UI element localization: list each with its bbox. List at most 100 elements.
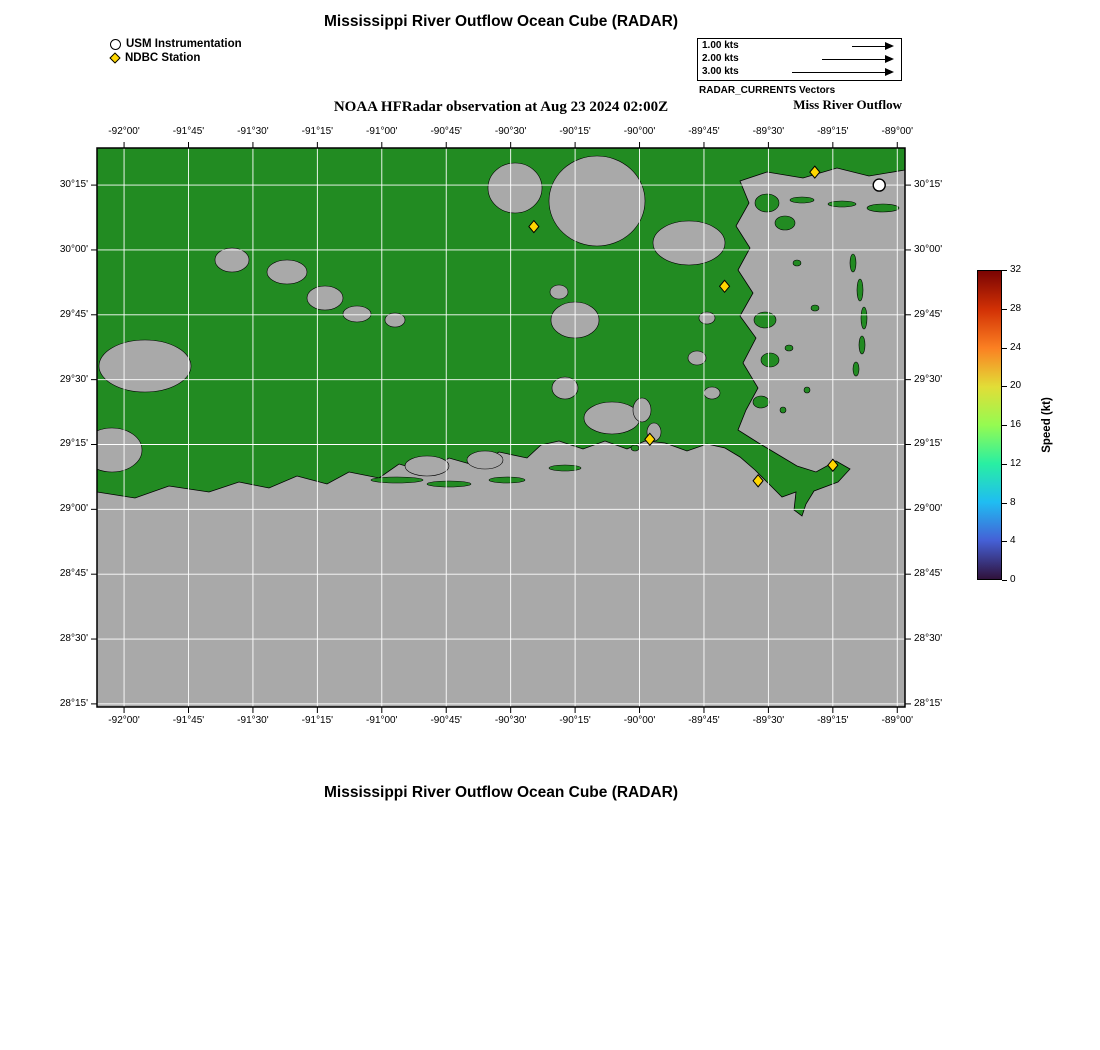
x-axis-tick-label-top: -92°00' [108,126,140,137]
island [426,480,472,488]
colorbar-tick [1002,270,1007,271]
island [792,259,802,267]
ndbc-station-marker [528,219,540,234]
island [849,253,857,273]
ndbc-station-marker [827,458,839,473]
island [810,304,820,312]
y-axis-tick-label-left: 28°30' [59,633,88,645]
island [858,335,866,355]
lake [583,401,641,435]
lake [466,450,504,470]
x-axis-tick-label-bottom: -89°30' [752,715,785,726]
x-axis-tick-label-bottom: -91°15' [301,715,334,726]
y-axis-tick-label-right: 29°15' [914,438,943,450]
ndbc-station-marker [718,279,731,294]
island [760,352,780,368]
vector-scale-row-2: 2.00 kts [698,53,901,66]
colorbar-tick [1002,386,1007,388]
x-axis-tick-label-top: -90°00' [623,126,656,137]
lake [652,220,726,266]
lake [548,155,646,247]
vector-scale-box: 1.00 kts 2.00 kts 3.00 kts [697,38,902,81]
y-axis-tick-label-right: 28°15' [914,697,943,709]
lake [266,259,308,285]
usm-circle-icon [110,38,121,50]
vector-scale-row-3: 3.00 kts [698,66,901,79]
y-axis-tick-label-right: 30°15' [914,179,943,191]
map [91,142,911,713]
lake [703,386,721,400]
x-axis-tick-label-top: -91°15' [301,126,334,137]
colorbar-tick-label: 0 [1010,574,1016,585]
vector-arrow-1kt-icon [852,42,894,50]
ndbc-station-marker [644,432,656,447]
y-axis-tick-label-right: 29°30' [914,373,943,385]
x-axis-tick-label-top: -89°30' [752,126,785,137]
lake [384,312,406,328]
legend-item-ndbc: NDBC Station [109,51,242,65]
colorbar-axis-label: Speed (kt) [1041,397,1053,453]
x-axis-tick-label-bottom: -90°30' [494,715,527,726]
y-axis-tick-label-left: 28°45' [59,568,88,580]
island [630,444,640,452]
x-axis-tick-label-top: -89°45' [688,126,720,137]
lake [98,339,192,393]
colorbar-tick [1002,580,1007,581]
map-subtitle: NOAA HFRadar observation at Aug 23 2024 … [333,99,669,115]
x-axis-tick-label-bottom: -89°45' [688,715,720,726]
x-axis-tick-label-top: -91°45' [172,126,205,137]
map-frame [96,147,906,708]
y-axis-tick-label-right: 29°45' [914,308,943,320]
island [779,406,787,414]
island [370,476,424,484]
island [866,203,900,213]
colorbar-tick-label: 24 [1010,341,1022,353]
island [752,395,770,409]
colorbar-tick-label: 16 [1010,419,1022,430]
y-axis-tick-label-left: 29°15' [59,438,88,450]
colorbar-gradient [977,270,1002,580]
colorbar: 0 4 8 12 16 20 24 28 32 [977,264,1021,585]
vector-arrow-2kt-icon [822,55,894,63]
y-axis-tick-label-right: 30°00' [914,243,943,255]
x-axis-tick-label-top: -90°45' [430,126,462,137]
page-title-bottom: Mississippi River Outflow Ocean Cube (RA… [324,784,678,801]
ndbc-station-marker [809,165,821,179]
y-axis-tick-label-right: 28°30' [914,633,943,645]
island [548,464,582,472]
vector-scale-label-2: 2.00 kts [702,53,739,64]
y-axis-tick-label-right: 29°00' [914,503,943,515]
vector-scale-subcaption: Miss River Outflow [793,97,902,112]
ndbc-station-marker [752,474,764,488]
island [774,215,796,231]
legend-label-ndbc: NDBC Station [125,52,201,64]
vector-scale-label-3: 3.00 kts [702,66,739,77]
vector-scale-label-1: 1.00 kts [702,40,739,51]
lake [632,397,652,423]
colorbar-tick-label: 28 [1010,302,1022,314]
island [852,361,860,377]
page-title: Mississippi River Outflow Ocean Cube (RA… [324,13,678,30]
lake [549,284,569,300]
lake [551,376,579,400]
island [827,200,857,208]
lake [306,285,344,311]
colorbar-tick [1002,425,1007,426]
x-axis-tick-label-bottom: -90°15' [559,715,591,726]
x-axis-tick-label-top: -90°30' [494,126,527,137]
colorbar-tick [1002,541,1007,543]
colorbar-tick-label: 12 [1010,457,1022,469]
lake [698,311,716,325]
x-axis-tick-label-bottom: -90°45' [430,715,462,726]
x-axis-tick-label-bottom: -89°15' [817,715,849,726]
x-axis-tick-label-top: -91°00' [366,126,398,137]
x-axis-tick-label-bottom: -91°30' [237,715,269,726]
map-canvas [91,142,911,713]
colorbar-tick [1002,308,1007,310]
x-axis-tick-label-top: -89°00' [881,126,913,137]
x-axis-tick-label-bottom: -92°00' [108,715,140,726]
colorbar-tick [1002,463,1007,465]
island [803,386,811,394]
lake [687,350,707,366]
